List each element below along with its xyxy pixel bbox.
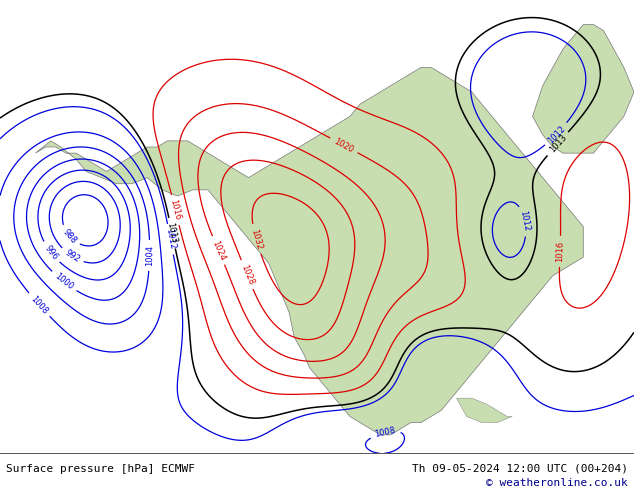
Text: 1020: 1020 bbox=[332, 136, 355, 154]
Text: 1028: 1028 bbox=[239, 263, 255, 286]
Polygon shape bbox=[533, 24, 634, 153]
Text: 1013: 1013 bbox=[165, 222, 179, 245]
Text: 1016: 1016 bbox=[555, 241, 565, 262]
Text: Surface pressure [hPa] ECMWF: Surface pressure [hPa] ECMWF bbox=[6, 464, 195, 473]
Text: 988: 988 bbox=[61, 227, 78, 245]
Text: 1000: 1000 bbox=[53, 271, 75, 292]
Text: Th 09-05-2024 12:00 UTC (00+204): Th 09-05-2024 12:00 UTC (00+204) bbox=[411, 464, 628, 473]
Polygon shape bbox=[456, 398, 512, 422]
Text: 1032: 1032 bbox=[249, 228, 263, 250]
Text: 1016: 1016 bbox=[169, 198, 182, 221]
Text: 1012: 1012 bbox=[164, 228, 177, 250]
Text: 1008: 1008 bbox=[29, 294, 49, 316]
Text: 996: 996 bbox=[42, 244, 59, 261]
Text: 1013: 1013 bbox=[547, 133, 568, 155]
Polygon shape bbox=[36, 67, 583, 435]
Text: 1012: 1012 bbox=[546, 123, 567, 145]
Text: © weatheronline.co.uk: © weatheronline.co.uk bbox=[486, 478, 628, 488]
Text: 1024: 1024 bbox=[210, 239, 227, 262]
Text: 1012: 1012 bbox=[519, 210, 531, 232]
Text: 992: 992 bbox=[63, 248, 81, 264]
Text: 1008: 1008 bbox=[374, 426, 396, 440]
Text: 1004: 1004 bbox=[145, 245, 154, 266]
